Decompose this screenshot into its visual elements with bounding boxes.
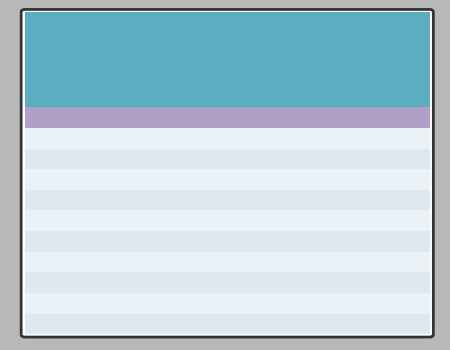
Text: 4: 4	[38, 196, 44, 205]
Text: 8/12/2017: 8/12/2017	[345, 196, 393, 205]
Text: 7/12/2017: 7/12/2017	[345, 175, 393, 184]
Text: 8: 8	[38, 278, 44, 287]
Text: 1: 1	[38, 134, 44, 143]
Text: DISEMBER 2017: DISEMBER 2017	[180, 81, 274, 91]
Text: 3: 3	[38, 175, 44, 184]
Text: 16/12/2017: 16/12/2017	[342, 278, 396, 287]
Text: 9/12/2017: 9/12/2017	[345, 216, 393, 225]
Text: Latihan Keusahawanan: Latihan Keusahawanan	[63, 258, 173, 266]
Text: 6: 6	[38, 237, 44, 246]
Text: 9: 9	[38, 299, 44, 308]
Text: I – Br1M: I – Br1M	[63, 154, 101, 163]
Text: JADUAL AKTIVITI / PROGRAM: JADUAL AKTIVITI / PROGRAM	[144, 33, 311, 43]
Text: 15/12/2017: 15/12/2017	[342, 258, 396, 266]
Text: Advokasi: Advokasi	[63, 299, 106, 308]
Text: E-Waste: E-Waste	[63, 320, 101, 328]
Text: 3/12/2017: 3/12/2017	[345, 134, 393, 143]
Text: Pertandingan Cipta Kad Maulisur Rasul: Pertandingan Cipta Kad Maulisur Rasul	[63, 196, 248, 205]
Text: Tarikh Mula: Tarikh Mula	[337, 113, 401, 122]
Text: English Central: English Central	[63, 237, 135, 246]
Text: Program: Program	[159, 113, 206, 122]
Text: 28/12/2017: 28/12/2017	[342, 320, 396, 328]
Text: Multimedia: Multimedia	[63, 216, 116, 225]
Text: Bil: Bil	[34, 113, 48, 122]
Text: PUSAT INTERNET 1 MALAYSIA KUALA GRIS: PUSAT INTERNET 1 MALAYSIA KUALA GRIS	[104, 52, 351, 62]
Text: 5: 5	[38, 216, 44, 225]
Text: 14/12/2017: 14/12/2017	[342, 237, 396, 246]
Text: 10: 10	[35, 320, 47, 328]
Text: Microsoft Office: Microsoft Office	[63, 175, 137, 184]
Text: 16/12/2017: 16/12/2017	[342, 299, 396, 308]
Text: 4/12/2017: 4/12/2017	[345, 154, 393, 163]
Text: 7: 7	[38, 258, 44, 266]
Text: Perisian: Perisian	[63, 278, 101, 287]
Text: Asas Komputer / Microsoft Office: Asas Komputer / Microsoft Office	[63, 134, 218, 143]
Text: 2: 2	[38, 154, 44, 163]
